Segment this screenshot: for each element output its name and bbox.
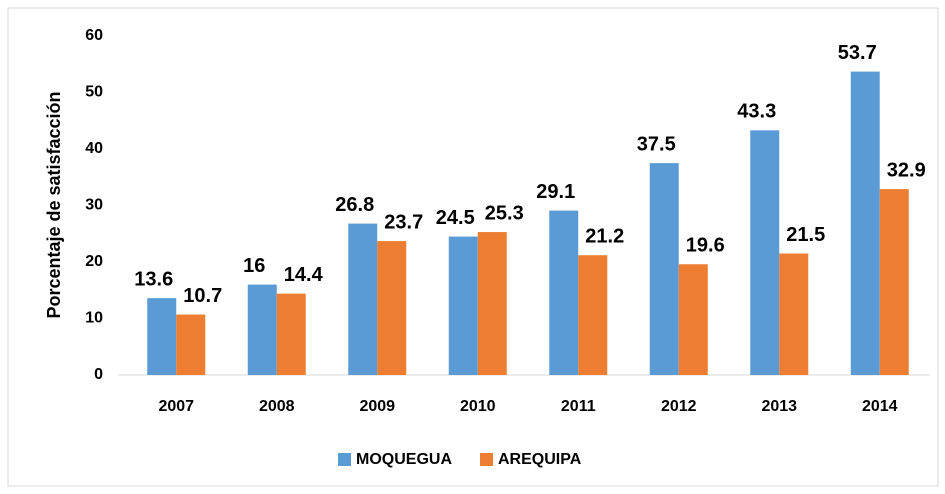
data-label: 23.7: [384, 211, 423, 233]
x-tick-label: 2013: [761, 398, 797, 415]
x-tick-label: 2012: [661, 398, 697, 415]
bar: [176, 314, 206, 375]
bar: [578, 255, 608, 375]
legend-label: MOQUEGUA: [356, 451, 452, 468]
legend-label: AREQUIPA: [498, 451, 582, 468]
bar: [147, 298, 177, 375]
bar: [779, 253, 809, 375]
y-tick-label: 30: [85, 197, 103, 214]
y-tick-label: 50: [85, 84, 103, 101]
bar: [750, 130, 780, 375]
bar: [247, 284, 277, 375]
x-tick-label: 2010: [460, 398, 496, 415]
data-label: 14.4: [284, 264, 324, 286]
bar: [377, 241, 407, 375]
legend-swatch: [480, 453, 493, 466]
bar: [276, 293, 306, 375]
y-tick-label: 40: [85, 140, 103, 157]
x-tick-label: 2008: [259, 398, 295, 415]
bar: [649, 163, 679, 375]
data-label: 43.3: [737, 101, 776, 123]
x-tick-label: 2011: [561, 398, 596, 415]
y-tick-label: 10: [85, 310, 103, 327]
data-label: 53.7: [838, 42, 877, 64]
y-axis-label: Porcentaje de satisfacción: [44, 91, 64, 318]
data-label: 19.6: [686, 235, 725, 257]
data-label: 37.5: [637, 133, 676, 155]
data-label: 21.5: [786, 224, 825, 246]
bar: [448, 236, 478, 375]
data-label: 21.2: [585, 226, 624, 248]
bar: [678, 264, 708, 375]
data-label: 32.9: [887, 159, 926, 181]
data-label: 25.3: [485, 202, 524, 224]
y-tick-label: 20: [85, 253, 103, 270]
data-label: 13.6: [134, 268, 173, 290]
bar: [348, 223, 378, 375]
x-tick-label: 2009: [359, 398, 395, 415]
data-label: 29.1: [536, 181, 575, 203]
y-tick-label: 0: [94, 366, 103, 383]
data-label: 24.5: [436, 207, 475, 229]
legend-swatch: [338, 453, 351, 466]
data-label: 10.7: [183, 285, 222, 307]
bar: [477, 232, 507, 375]
x-tick-label: 2014: [862, 398, 898, 415]
data-label: 26.8: [335, 194, 374, 216]
bar: [850, 71, 880, 375]
bar: [879, 189, 909, 375]
data-label: 16: [243, 255, 265, 277]
x-tick-label: 2007: [158, 398, 194, 415]
y-tick-label: 60: [85, 27, 103, 44]
bar: [549, 210, 579, 375]
